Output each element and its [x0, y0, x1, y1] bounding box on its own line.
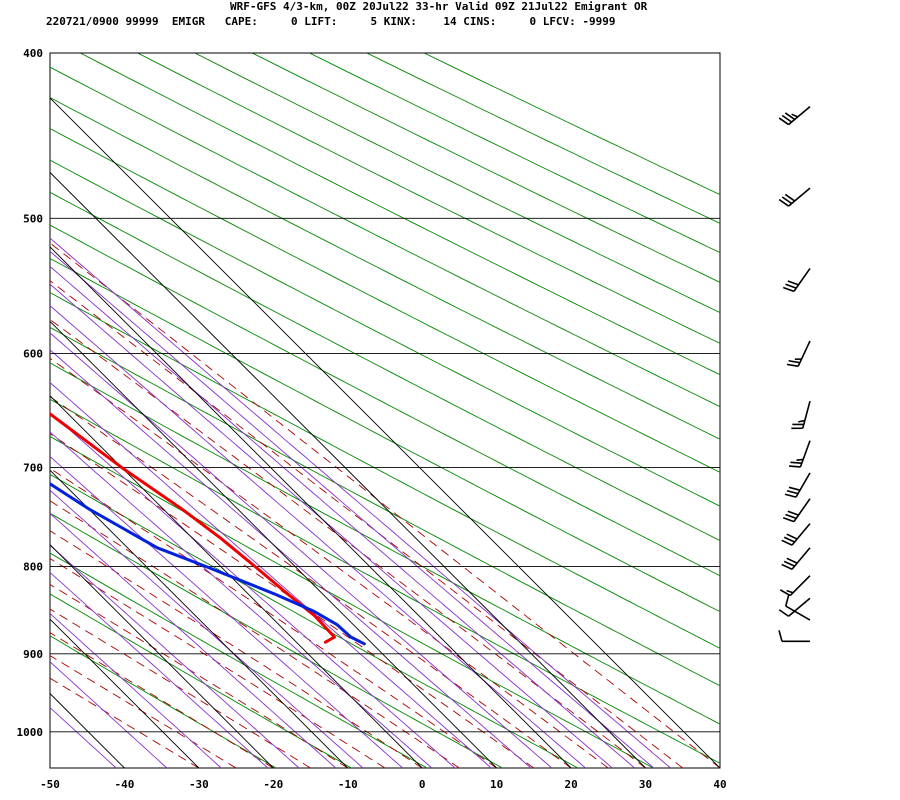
dry-adiabat-line — [50, 292, 720, 649]
mixing-ratio-line — [50, 489, 364, 768]
dry-adiabat-line — [50, 326, 720, 687]
wind-barb — [781, 547, 811, 570]
wind-barb — [786, 340, 811, 368]
x-tick-label: 30 — [639, 778, 652, 791]
mixing-ratio-line — [50, 250, 655, 768]
moist-adiabat-line — [50, 433, 535, 768]
plot-area — [49, 52, 721, 769]
moist-adiabat-line — [50, 632, 274, 768]
mixing-ratio-line — [50, 431, 433, 768]
x-tick-label: 10 — [490, 778, 503, 791]
dry-adiabat-line — [50, 398, 720, 764]
x-tick-label: -30 — [189, 778, 209, 791]
wind-barb — [778, 105, 811, 126]
mixing-ratio-line — [50, 349, 532, 768]
isotherm-line — [50, 171, 646, 768]
wind-barb — [779, 575, 811, 597]
y-tick-label: 700 — [23, 462, 43, 475]
dry-adiabat-line — [50, 473, 579, 768]
isotherm-line — [50, 395, 423, 768]
isotherm-line — [50, 469, 349, 768]
sounding-indices: 220721/0900 99999 EMIGR CAPE: 0 LIFT: 5 … — [46, 15, 616, 28]
isotherm-line — [50, 246, 572, 768]
dry-adiabat-line — [50, 362, 720, 725]
dry-adiabat-line — [137, 53, 720, 344]
dry-adiabat-line — [50, 435, 654, 768]
wind-barb — [791, 401, 811, 430]
moist-adiabat-line — [50, 357, 609, 768]
mixing-ratio-line — [50, 283, 613, 768]
mixing-ratio-line — [50, 381, 492, 768]
moist-adiabat-line — [50, 608, 311, 768]
dry-adiabat-line — [50, 552, 428, 768]
wind-barb — [778, 187, 811, 207]
wind-barb — [784, 594, 811, 621]
mixing-ratio-line — [50, 544, 300, 768]
dry-adiabat-line — [50, 224, 720, 577]
mixing-ratio-line — [50, 305, 586, 768]
x-tick-label: -50 — [40, 778, 60, 791]
isotherm-line — [50, 544, 274, 768]
y-tick-label: 800 — [23, 561, 43, 574]
dry-adiabat-line — [50, 257, 720, 613]
dry-adiabat-line — [309, 53, 720, 254]
x-tick-label: -20 — [263, 778, 283, 791]
x-tick-label: 40 — [713, 778, 726, 791]
y-tick-label: 1000 — [17, 726, 44, 739]
dry-adiabat-line — [50, 191, 720, 542]
dry-adiabat-line — [50, 635, 277, 768]
dewpoint-profile-line — [50, 482, 366, 646]
moist-adiabat-line — [50, 583, 349, 768]
mixing-ratio-line — [50, 411, 456, 768]
x-tick-label: -10 — [338, 778, 358, 791]
moist-adiabat-line — [50, 677, 200, 768]
dry-adiabat-line — [50, 593, 352, 768]
mixing-ratio-line — [50, 612, 222, 768]
y-tick-label: 600 — [23, 347, 43, 360]
dry-adiabat-line — [50, 97, 720, 440]
y-tick-label: 900 — [23, 648, 43, 661]
wind-barb — [778, 630, 810, 643]
wind-barb — [781, 523, 811, 546]
wind-barb — [782, 498, 811, 523]
dry-adiabat-line — [50, 128, 720, 473]
isotherm-line — [50, 97, 720, 768]
wind-barb — [788, 440, 811, 468]
chart-title: WRF-GFS 4/3-km, 00Z 20Jul22 33-hr Valid … — [230, 0, 648, 13]
isotherm-line — [50, 320, 497, 768]
mixing-ratio-line — [50, 265, 635, 768]
moist-adiabat-line — [50, 655, 237, 768]
x-tick-label: 20 — [564, 778, 577, 791]
mixing-ratio-line — [50, 571, 269, 768]
moist-adiabat-line — [50, 318, 646, 768]
isotherm-line — [50, 618, 200, 768]
dry-adiabat-line — [194, 53, 720, 314]
moist-adiabat-line — [50, 558, 386, 768]
mixing-ratio-line — [50, 332, 553, 768]
mixing-ratio-line — [50, 512, 337, 768]
y-tick-label: 500 — [23, 212, 43, 225]
dry-adiabat-line — [50, 66, 720, 408]
dry-adiabat-line — [80, 53, 720, 376]
mixing-ratio-line — [50, 237, 671, 768]
x-tick-label: 0 — [419, 778, 426, 791]
moist-adiabat-line — [50, 467, 497, 768]
wind-barb — [784, 472, 811, 498]
wind-barb — [778, 597, 811, 617]
mixing-ratio-line — [50, 455, 403, 768]
moist-adiabat-line — [50, 396, 572, 768]
y-tick-label: 400 — [23, 47, 43, 60]
dry-adiabat-line — [50, 512, 503, 768]
dry-adiabat-line — [251, 53, 720, 283]
temperature-profile-line — [50, 411, 336, 644]
mixing-ratio-line — [50, 661, 168, 768]
wind-barb — [782, 267, 811, 293]
x-tick-label: -40 — [115, 778, 135, 791]
